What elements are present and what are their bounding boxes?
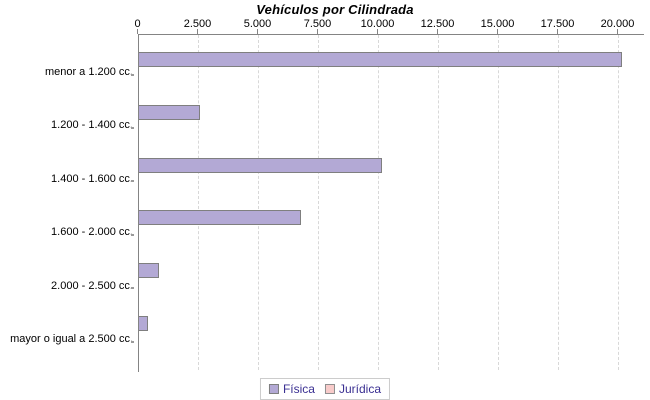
x-axis-tick-label: 12.500: [420, 18, 455, 30]
x-axis-tick-label: 15.000: [480, 18, 515, 30]
juridica-swatch-icon: [324, 384, 335, 394]
gridline: [438, 35, 439, 370]
x-axis-tick-label: 17.500: [540, 18, 575, 30]
x-axis-tick: [617, 29, 618, 34]
x-axis-tick-label: 10.000: [360, 18, 395, 30]
gridline: [318, 35, 319, 370]
category-tick: [131, 233, 134, 236]
category-label: 1.600 - 2.000 cc.: [51, 226, 133, 239]
x-axis-tick: [377, 29, 378, 34]
category-tick: [131, 180, 134, 183]
x-axis-tick: [257, 29, 258, 34]
bar-fisica-2: [139, 104, 200, 120]
category-label: mayor o igual a 2.500 cc.: [10, 333, 133, 345]
x-axis-tick-label: 20.000: [600, 18, 635, 30]
bar-fisica-4: [139, 210, 301, 226]
legend-label-juridica: Jurídica: [338, 382, 382, 396]
category-tick: [131, 73, 134, 76]
legend-item-fisica: Física: [268, 382, 315, 396]
category-tick: [131, 287, 134, 290]
category-label: 1.400 - 1.600 cc.: [51, 172, 133, 185]
plot-area: [138, 34, 644, 372]
gridline: [618, 35, 619, 370]
category-label: 2.000 - 2.500 cc.: [51, 279, 133, 292]
legend-item-juridica: Jurídica: [324, 382, 382, 396]
gridline: [498, 35, 499, 370]
bar-fisica-5: [139, 263, 160, 279]
x-axis-tick-label: 2.500: [183, 18, 212, 30]
gridline: [558, 35, 559, 370]
x-axis-tick: [557, 29, 558, 34]
gridline: [378, 35, 379, 370]
x-axis-tick: [437, 29, 438, 34]
chart-title: Vehículos por Cilindrada: [256, 2, 414, 17]
x-axis-tick-label: 7.500: [303, 18, 332, 30]
bar-fisica-3: [139, 157, 383, 173]
x-axis-tick: [317, 29, 318, 34]
category-label: 1.200 - 1.400 cc.: [51, 119, 133, 132]
legend: Física Jurídica: [259, 378, 391, 400]
bar-fisica-6: [139, 316, 149, 331]
category-tick: [131, 340, 134, 343]
bar-fisica-1: [139, 52, 623, 67]
gridline: [258, 35, 259, 370]
x-axis-tick: [497, 29, 498, 34]
category-tick: [131, 126, 134, 129]
category-label: menor a 1.200 cc.: [44, 66, 133, 78]
gridline: [198, 35, 199, 370]
x-axis-tick: [137, 29, 138, 34]
x-axis-tick-label: 0: [134, 18, 141, 30]
legend-label-fisica: Física: [282, 382, 315, 396]
x-axis-tick: [197, 29, 198, 34]
fisica-swatch-icon: [268, 384, 279, 394]
x-axis-tick-label: 5.000: [243, 18, 272, 30]
